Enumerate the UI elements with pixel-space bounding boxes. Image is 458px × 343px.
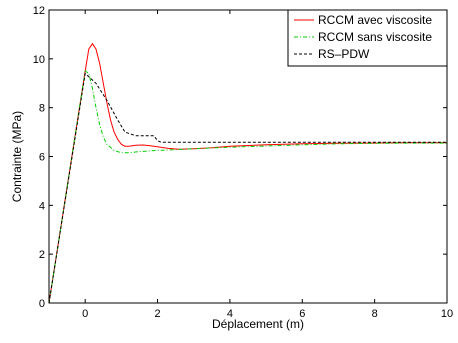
y-axis-label: Contrainte (MPa): [10, 111, 24, 202]
series-line-3: [48, 72, 447, 304]
legend-label-2: RCCM sans viscosite: [318, 30, 432, 44]
y-tick-label: 10: [33, 54, 45, 66]
y-tick-label: 0: [39, 298, 45, 310]
y-tick-label: 4: [39, 200, 45, 212]
x-tick-label: 2: [154, 308, 160, 320]
x-tick-label: 6: [299, 308, 305, 320]
y-tick-label: 2: [39, 249, 45, 261]
legend-box: [287, 9, 448, 67]
tick-layer: 0 2 4 6 8 10 0 2 4 6 8 10 12: [33, 5, 453, 320]
y-tick-label: 8: [39, 103, 45, 115]
y-tick-label: 12: [33, 5, 45, 17]
y-tick-label: 6: [39, 152, 45, 164]
series-line-1: [48, 42, 447, 304]
x-tick-label: 0: [82, 308, 88, 320]
x-tick-label: 8: [372, 308, 378, 320]
x-tick-label: 4: [227, 308, 233, 320]
legend: RCCM avec viscosite RCCM sans viscosite RS…: [287, 9, 448, 67]
legend-label-1: RCCM avec viscosite: [318, 13, 432, 27]
series-line-2: [48, 70, 447, 304]
legend-label-3: RS–PDW: [318, 47, 370, 61]
x-axis-label: Déplacement (m): [212, 317, 304, 331]
x-tick-label: 10: [441, 308, 453, 320]
series-layer: [48, 42, 447, 304]
